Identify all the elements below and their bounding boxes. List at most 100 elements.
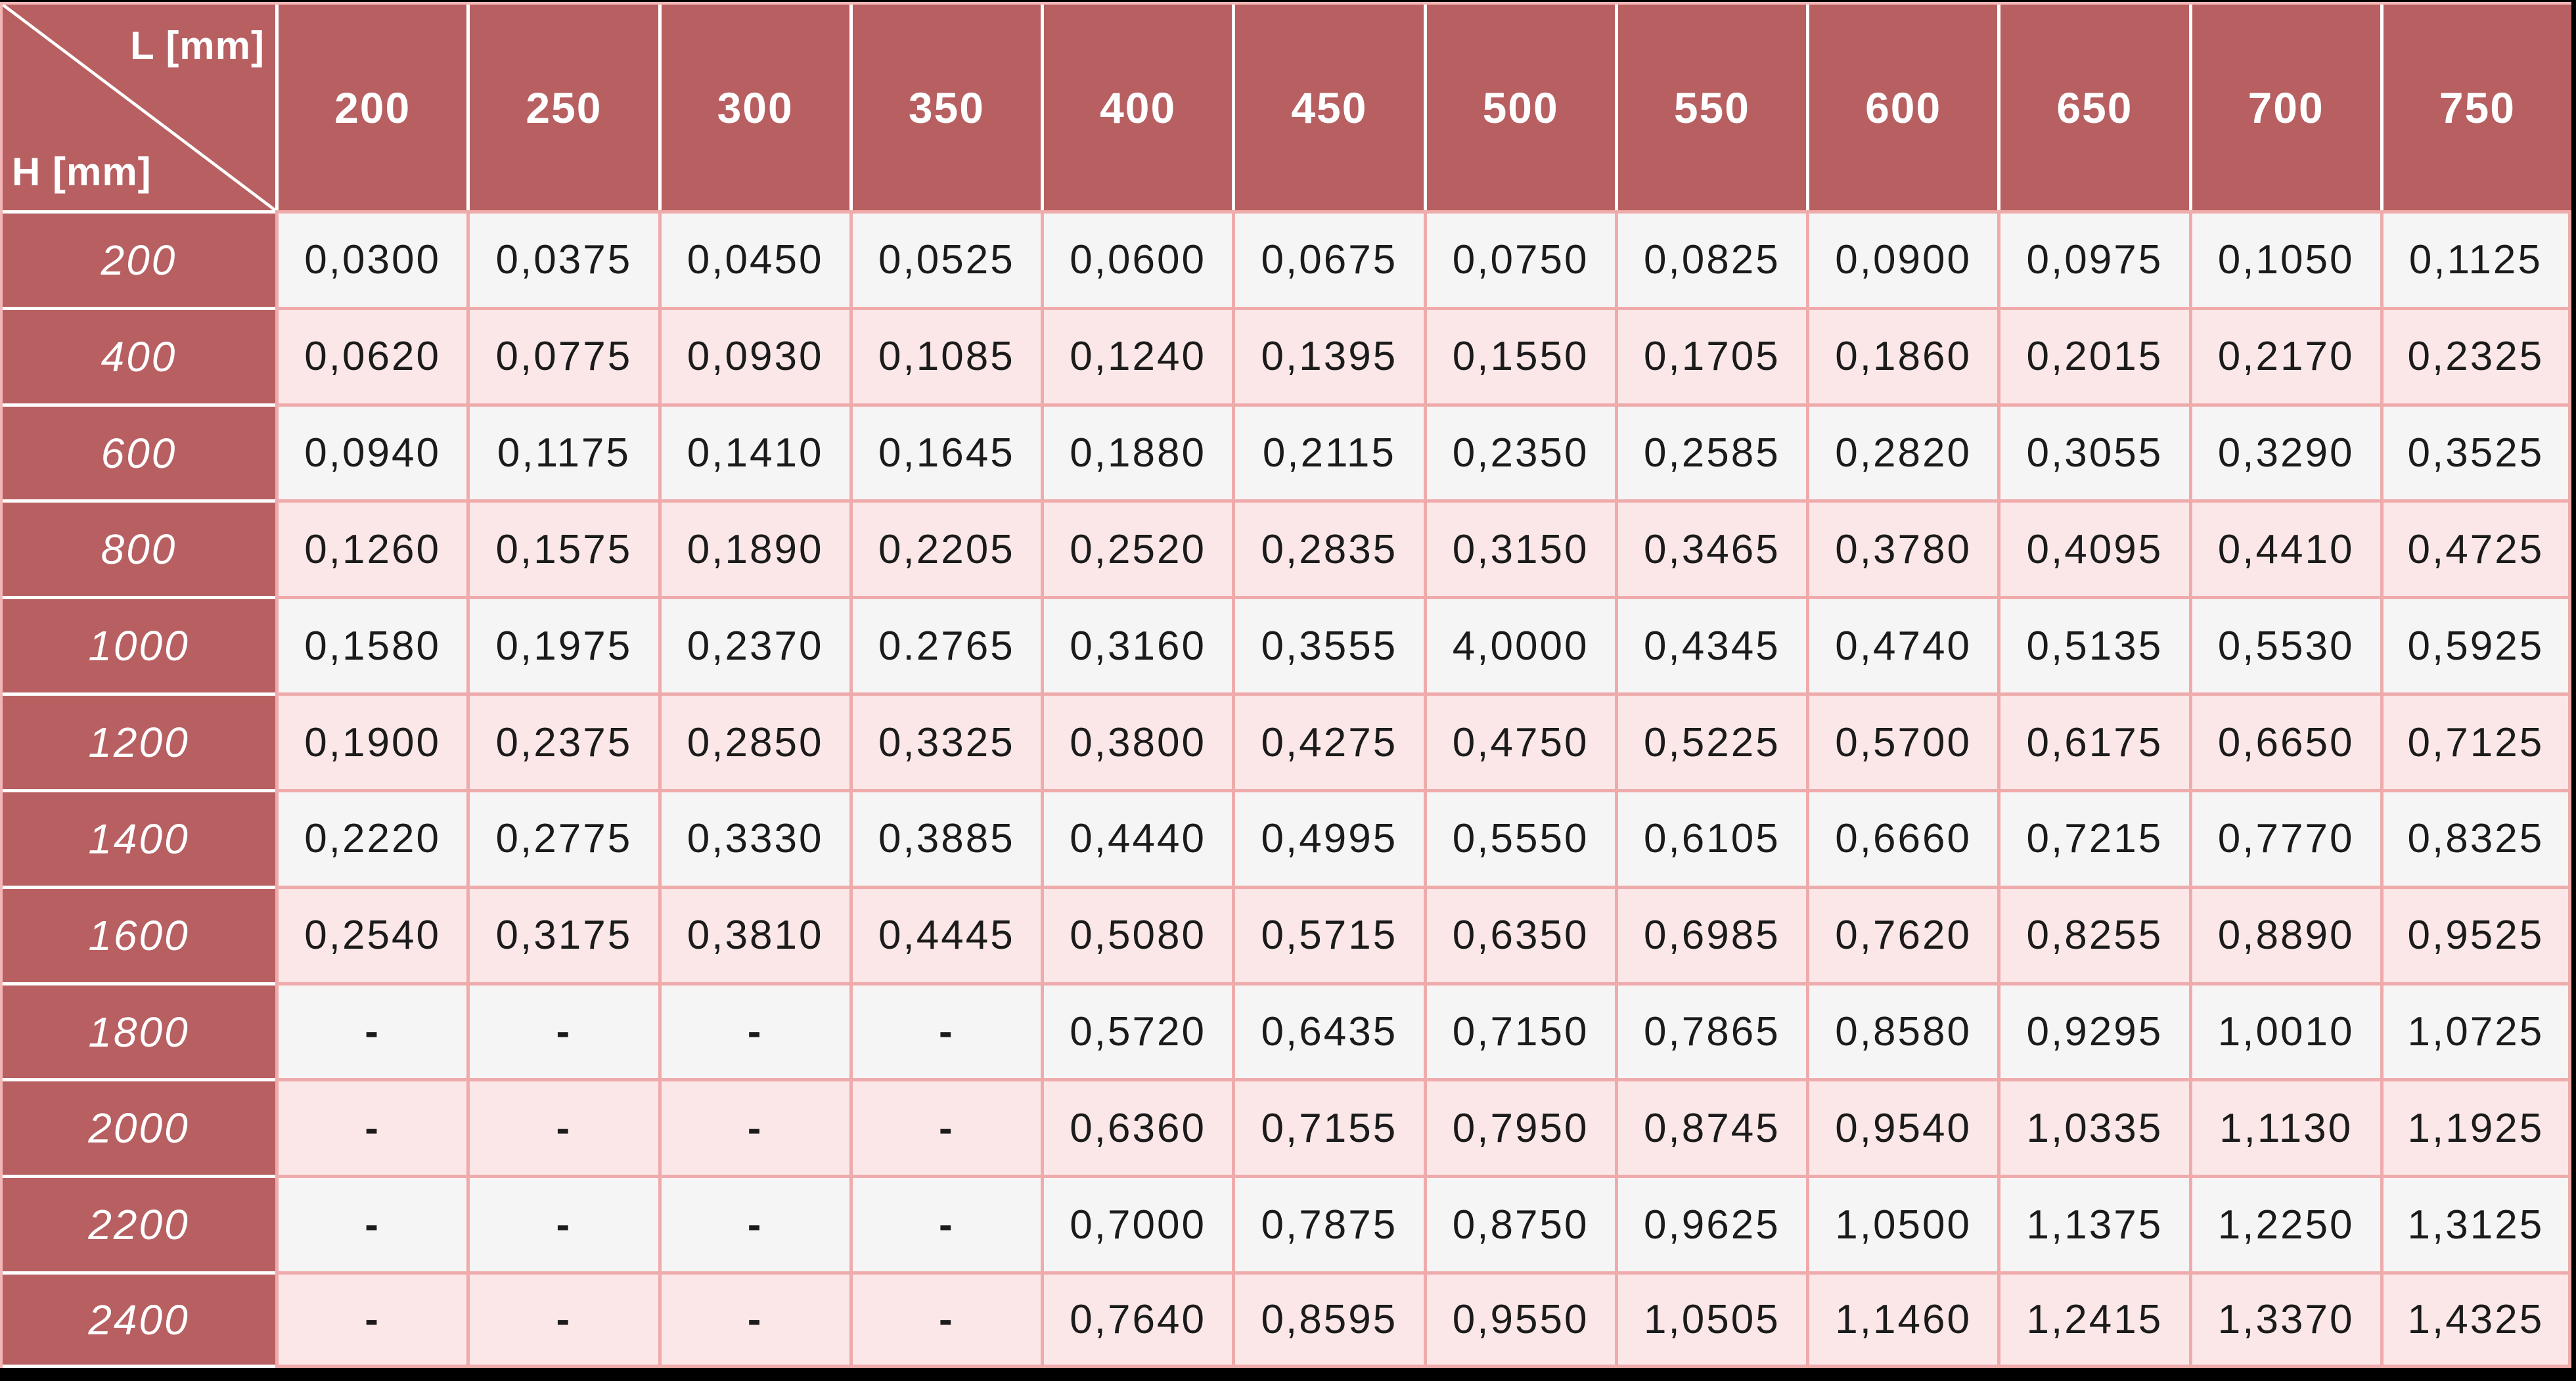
value-cell: 1,0500 xyxy=(1806,1175,1998,1272)
value-cell: 0,1890 xyxy=(658,499,849,597)
value-cell: 0,3800 xyxy=(1041,692,1232,789)
row-header: 1400 xyxy=(3,788,275,886)
value-cell: 0,1580 xyxy=(275,596,467,693)
value-cell: 1,2415 xyxy=(1997,1271,2189,1368)
column-header: 450 xyxy=(1232,5,1424,210)
value-cell: 0,9525 xyxy=(2380,885,2571,982)
value-cell: 1,1925 xyxy=(2380,1078,2571,1175)
value-cell: 1,3370 xyxy=(2188,1271,2380,1368)
value-cell: 0,5080 xyxy=(1041,885,1232,982)
column-header: 200 xyxy=(275,5,467,210)
value-cell: 0,1575 xyxy=(466,499,658,597)
value-cell: 0,5720 xyxy=(1041,982,1232,1079)
value-cell: 0,5530 xyxy=(2188,596,2380,693)
value-cell: 0,7215 xyxy=(1997,788,2189,886)
empty-value-cell: - xyxy=(466,1175,658,1272)
value-cell: 0,2170 xyxy=(2188,306,2380,403)
empty-value-cell: - xyxy=(849,1175,1041,1272)
value-cell: 0,2835 xyxy=(1232,499,1424,597)
column-header: 750 xyxy=(2380,5,2571,210)
column-header: 600 xyxy=(1806,5,1998,210)
value-cell: 0,9295 xyxy=(1997,982,2189,1079)
column-header: 300 xyxy=(658,5,849,210)
value-cell: 0,6350 xyxy=(1423,885,1615,982)
value-cell: 0,2205 xyxy=(849,499,1041,597)
value-cell: 0,5225 xyxy=(1614,692,1806,789)
value-cell: 0,1240 xyxy=(1041,306,1232,403)
value-cell: 0,3150 xyxy=(1423,499,1615,597)
value-cell: 0,9540 xyxy=(1806,1078,1998,1175)
value-cell: 1,4325 xyxy=(2380,1271,2571,1368)
value-cell: 1,2250 xyxy=(2188,1175,2380,1272)
empty-value-cell: - xyxy=(275,1078,467,1175)
empty-value-cell: - xyxy=(849,982,1041,1079)
value-cell: 0,1410 xyxy=(658,403,849,500)
value-cell: 0,3525 xyxy=(2380,403,2571,500)
column-header: 650 xyxy=(1997,5,2189,210)
column-header: 250 xyxy=(466,5,658,210)
value-cell: 0,1860 xyxy=(1806,306,1998,403)
row-header: 1800 xyxy=(3,982,275,1079)
row-header: 1200 xyxy=(3,692,275,789)
value-cell: 0,3885 xyxy=(849,788,1041,886)
value-cell: 0,0930 xyxy=(658,306,849,403)
value-cell: 0.2765 xyxy=(849,596,1041,693)
value-cell: 0,0675 xyxy=(1232,210,1424,307)
value-cell: 0,4410 xyxy=(2188,499,2380,597)
value-cell: 0,3290 xyxy=(2188,403,2380,500)
empty-value-cell: - xyxy=(658,982,849,1079)
value-cell: 0,2115 xyxy=(1232,403,1424,500)
value-cell: 0,7620 xyxy=(1806,885,1998,982)
empty-value-cell: - xyxy=(275,1271,467,1368)
value-cell: 0,5715 xyxy=(1232,885,1424,982)
value-cell: 0,3465 xyxy=(1614,499,1806,597)
value-cell: 0,7640 xyxy=(1041,1271,1232,1368)
value-cell: 0,2015 xyxy=(1997,306,2189,403)
value-cell: 0,2820 xyxy=(1806,403,1998,500)
value-cell: 0,4750 xyxy=(1423,692,1615,789)
value-cell: 0,4275 xyxy=(1232,692,1424,789)
value-cell: 4,0000 xyxy=(1423,596,1615,693)
value-cell: 0,2220 xyxy=(275,788,467,886)
value-cell: 0,1900 xyxy=(275,692,467,789)
row-header: 1000 xyxy=(3,596,275,693)
value-cell: 0,0750 xyxy=(1423,210,1615,307)
value-cell: 0,3555 xyxy=(1232,596,1424,693)
value-cell: 0,0975 xyxy=(1997,210,2189,307)
value-cell: 0,6360 xyxy=(1041,1078,1232,1175)
empty-value-cell: - xyxy=(275,982,467,1079)
value-cell: 1,1460 xyxy=(1806,1271,1998,1368)
column-header: 350 xyxy=(849,5,1041,210)
value-cell: 0,1705 xyxy=(1614,306,1806,403)
corner-cell: L [mm] H [mm] xyxy=(3,5,275,210)
row-header: 2000 xyxy=(3,1078,275,1175)
value-cell: 0,6660 xyxy=(1806,788,1998,886)
value-cell: 1,1375 xyxy=(1997,1175,2189,1272)
value-cell: 0,1125 xyxy=(2380,210,2571,307)
empty-value-cell: - xyxy=(466,1078,658,1175)
value-cell: 1,1130 xyxy=(2188,1078,2380,1175)
value-cell: 0,0300 xyxy=(275,210,467,307)
value-cell: 1,0010 xyxy=(2188,982,2380,1079)
value-cell: 0,0900 xyxy=(1806,210,1998,307)
value-cell: 0,0600 xyxy=(1041,210,1232,307)
value-cell: 0,7150 xyxy=(1423,982,1615,1079)
value-cell: 0,5135 xyxy=(1997,596,2189,693)
value-cell: 0,1175 xyxy=(466,403,658,500)
empty-value-cell: - xyxy=(658,1175,849,1272)
value-cell: 0,1085 xyxy=(849,306,1041,403)
value-cell: 0,4995 xyxy=(1232,788,1424,886)
value-cell: 0,2375 xyxy=(466,692,658,789)
value-cell: 0,6435 xyxy=(1232,982,1424,1079)
row-header: 800 xyxy=(3,499,275,597)
value-cell: 0,9550 xyxy=(1423,1271,1615,1368)
empty-value-cell: - xyxy=(466,982,658,1079)
empty-value-cell: - xyxy=(466,1271,658,1368)
value-cell: 0,0450 xyxy=(658,210,849,307)
value-cell: 0,2370 xyxy=(658,596,849,693)
empty-value-cell: - xyxy=(275,1175,467,1272)
value-cell: 0,7770 xyxy=(2188,788,2380,886)
value-cell: 0,4440 xyxy=(1041,788,1232,886)
